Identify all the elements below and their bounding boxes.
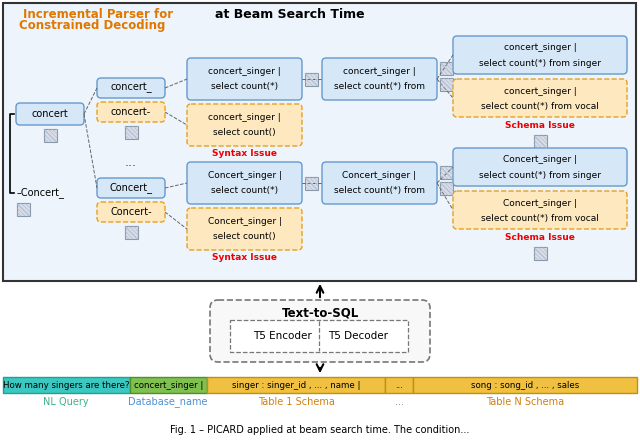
Bar — [440, 166, 453, 179]
FancyBboxPatch shape — [16, 103, 84, 125]
Bar — [440, 182, 453, 195]
Text: Incremental Parser for: Incremental Parser for — [23, 7, 173, 20]
Text: at Beam Search Time: at Beam Search Time — [215, 7, 365, 20]
FancyBboxPatch shape — [453, 79, 627, 117]
Text: Fig. 1 – PICARD applied at beam search time. The condition...: Fig. 1 – PICARD applied at beam search t… — [170, 425, 470, 435]
FancyBboxPatch shape — [453, 191, 627, 229]
Text: select count(*): select count(*) — [211, 186, 278, 194]
FancyBboxPatch shape — [187, 58, 302, 100]
FancyBboxPatch shape — [453, 36, 627, 74]
Text: ...: ... — [125, 156, 137, 168]
Text: select count(): select count() — [213, 232, 276, 240]
Text: Syntax Issue: Syntax Issue — [212, 149, 277, 158]
FancyBboxPatch shape — [97, 78, 165, 98]
Text: Concert_singer |: Concert_singer | — [503, 198, 577, 208]
FancyBboxPatch shape — [187, 104, 302, 146]
Bar — [207, 377, 385, 393]
Bar — [440, 78, 453, 91]
Text: song : song_id , ... , sales: song : song_id , ... , sales — [471, 381, 579, 389]
Text: concert_singer |: concert_singer | — [504, 44, 577, 52]
FancyBboxPatch shape — [187, 208, 302, 250]
Text: select count(*) from: select count(*) from — [334, 82, 425, 90]
Text: T5 Decoder: T5 Decoder — [328, 331, 388, 341]
Text: concert_: concert_ — [110, 83, 152, 93]
Text: Table 1 Schema: Table 1 Schema — [257, 397, 335, 407]
Text: select count(): select count() — [213, 127, 276, 137]
FancyBboxPatch shape — [210, 300, 430, 362]
Text: concert-: concert- — [111, 107, 151, 117]
FancyBboxPatch shape — [97, 202, 165, 222]
Text: concert_singer |: concert_singer | — [208, 67, 281, 75]
Text: Concert_singer |: Concert_singer | — [342, 171, 417, 179]
Text: select count(*) from singer: select count(*) from singer — [479, 171, 601, 179]
Text: concert_singer |: concert_singer | — [343, 67, 416, 75]
Text: Concert_singer |: Concert_singer | — [503, 156, 577, 164]
Bar — [3, 377, 130, 393]
Text: Concert-: Concert- — [110, 207, 152, 217]
Bar — [440, 62, 453, 75]
Text: Concert_: Concert_ — [109, 183, 152, 194]
Text: concert_singer |: concert_singer | — [504, 86, 577, 96]
Text: select count(*) from vocal: select count(*) from vocal — [481, 101, 599, 111]
FancyBboxPatch shape — [322, 162, 437, 204]
Text: Schema Issue: Schema Issue — [505, 232, 575, 242]
Bar — [130, 377, 207, 393]
Bar — [3, 3, 636, 281]
Bar — [305, 73, 318, 86]
Bar — [125, 226, 138, 239]
FancyBboxPatch shape — [453, 148, 627, 186]
Text: Text-to-SQL: Text-to-SQL — [282, 306, 358, 319]
Bar — [534, 135, 547, 148]
Text: NL Query: NL Query — [43, 397, 89, 407]
Text: concert: concert — [31, 109, 68, 119]
Text: Concert_singer |: Concert_singer | — [207, 171, 282, 179]
Text: select count(*) from vocal: select count(*) from vocal — [481, 213, 599, 223]
Text: select count(*) from singer: select count(*) from singer — [479, 59, 601, 67]
Bar — [413, 377, 637, 393]
Text: Table N Schema: Table N Schema — [486, 397, 564, 407]
Text: concert_singer |: concert_singer | — [134, 381, 203, 389]
Text: ...: ... — [395, 381, 403, 389]
Text: select count(*) from: select count(*) from — [334, 186, 425, 194]
Text: Concert_singer |: Concert_singer | — [207, 217, 282, 225]
Bar — [230, 320, 408, 352]
Text: singer : singer_id , ... , name |: singer : singer_id , ... , name | — [232, 381, 360, 389]
Bar — [305, 177, 318, 190]
Text: select count(*): select count(*) — [211, 82, 278, 90]
FancyBboxPatch shape — [97, 178, 165, 198]
Text: Constrained Decoding: Constrained Decoding — [19, 19, 165, 33]
Bar — [385, 377, 413, 393]
FancyBboxPatch shape — [97, 102, 165, 122]
Text: How many singers are there?: How many singers are there? — [3, 381, 130, 389]
Text: T5 Encoder: T5 Encoder — [253, 331, 312, 341]
FancyBboxPatch shape — [187, 162, 302, 204]
Text: Syntax Issue: Syntax Issue — [212, 254, 277, 262]
Text: Database_name: Database_name — [128, 396, 208, 407]
Text: –Concert_: –Concert_ — [17, 187, 65, 198]
Bar — [534, 247, 547, 260]
Bar — [17, 203, 30, 216]
FancyBboxPatch shape — [322, 58, 437, 100]
Text: concert_singer |: concert_singer | — [208, 112, 281, 122]
Text: Schema Issue: Schema Issue — [505, 120, 575, 130]
Text: ...: ... — [394, 397, 403, 407]
Bar — [125, 126, 138, 139]
Bar — [44, 129, 57, 142]
